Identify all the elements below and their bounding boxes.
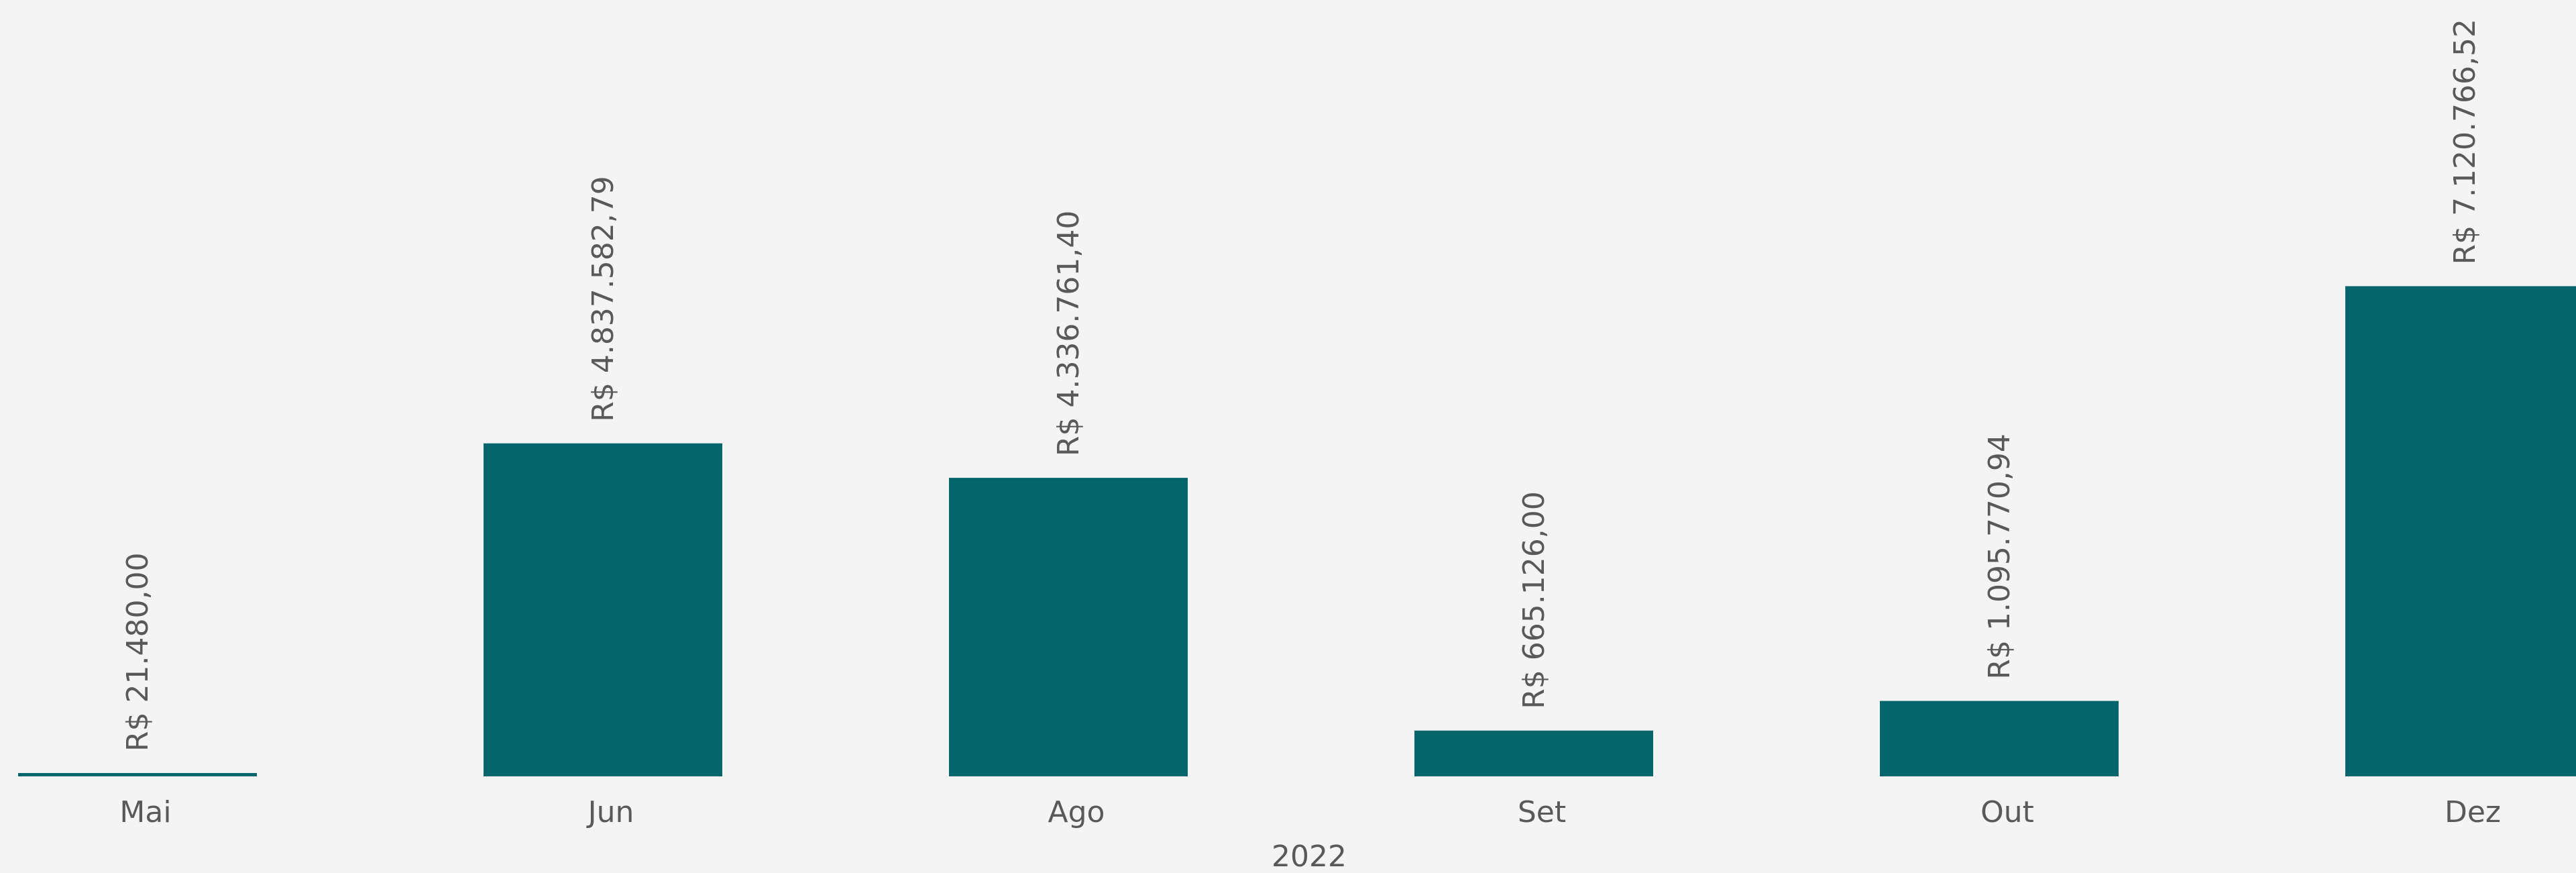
- bar-jun: [484, 443, 722, 776]
- x-tick-label-out: Out: [1980, 795, 2034, 829]
- x-axis-group-label: 2022: [1272, 839, 1347, 873]
- bar-set: [1414, 730, 1653, 776]
- data-label-set: R$ 665.126,00: [1517, 491, 1551, 709]
- data-labels-group: R$ 21.480,00 R$ 4.837.582,79 R$ 4.336.761,…: [121, 19, 2482, 752]
- x-tick-label-jun: Jun: [586, 795, 634, 829]
- x-tick-label-ago: Ago: [1048, 795, 1105, 829]
- bars-group: [18, 286, 2576, 776]
- data-label-mai: R$ 21.480,00: [121, 553, 155, 752]
- bar-mai: [18, 773, 257, 776]
- x-tick-label-set: Set: [1518, 795, 1566, 829]
- bar-dez: [2345, 286, 2576, 776]
- data-label-dez: R$ 7.120.766,52: [2448, 19, 2482, 264]
- data-label-jun: R$ 4.837.582,79: [586, 176, 620, 421]
- bar-out: [1880, 701, 2119, 776]
- x-tick-label-dez: Dez: [2445, 795, 2501, 829]
- x-tick-label-mai: Mai: [119, 795, 171, 829]
- bar-ago: [949, 478, 1188, 776]
- x-axis-ticks: Mai Jun Ago Set Out Dez: [119, 795, 2501, 829]
- data-label-out: R$ 1.095.770,94: [1982, 433, 2017, 679]
- data-label-ago: R$ 4.336.761,40: [1052, 211, 1086, 456]
